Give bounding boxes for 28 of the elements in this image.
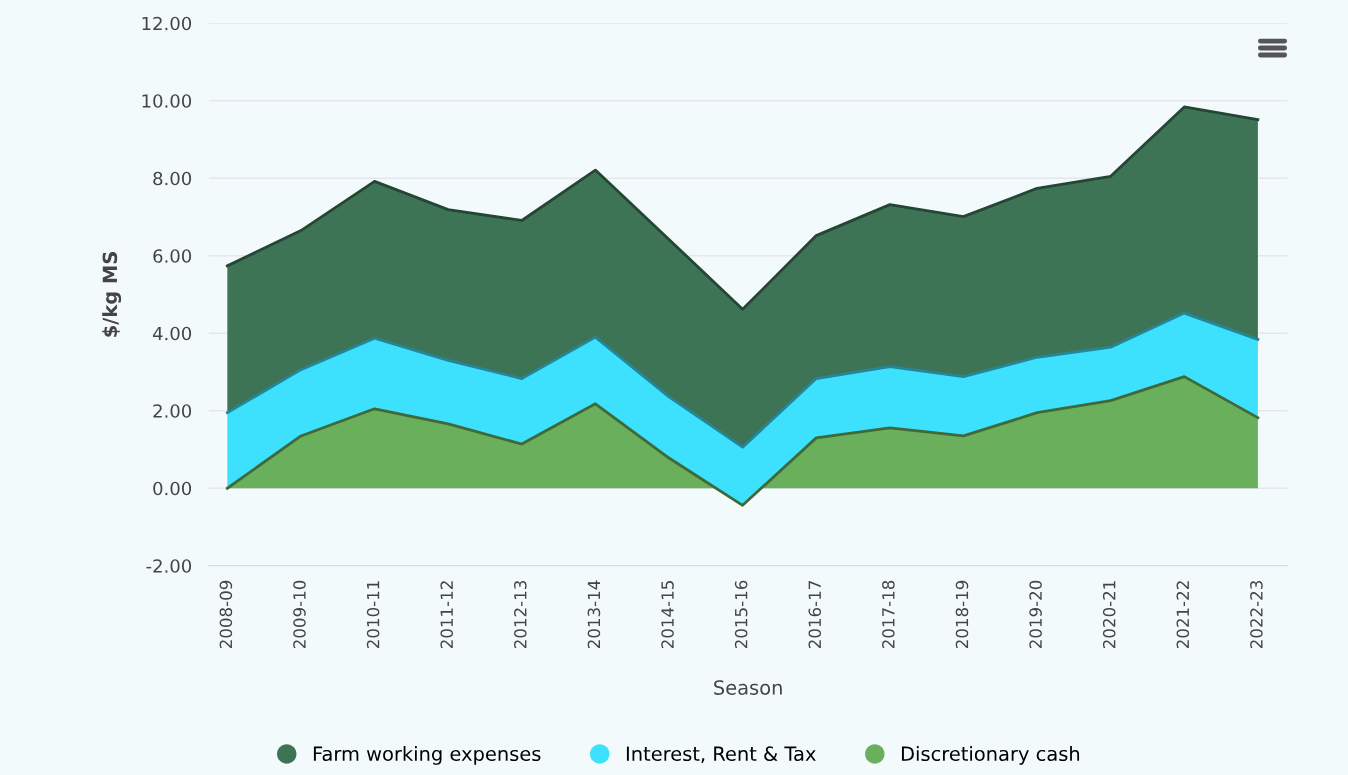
x-tick-label: 2021-22 xyxy=(1176,581,1190,649)
y-axis-title: $/kg MS xyxy=(102,252,122,337)
y-tick-label: 0.00 xyxy=(153,481,192,496)
x-tick-label: 2011-12 xyxy=(440,581,454,649)
y-tick-label: -2.00 xyxy=(146,559,192,573)
x-tick-label: 2020-21 xyxy=(1102,581,1116,649)
y-tick-label: 8.00 xyxy=(153,171,192,186)
x-axis-title: Season xyxy=(714,680,782,695)
x-tick-label: 2009-10 xyxy=(293,580,306,649)
x-tick-label: 2017-18 xyxy=(882,580,895,649)
x-tick-label: 2015-16 xyxy=(734,580,748,649)
x-tick-label: 2010-11 xyxy=(366,581,380,649)
x-tick-label: 2008-09 xyxy=(219,580,233,649)
x-tick-label: 2012-13 xyxy=(514,580,527,649)
x-tick-label: 2018-19 xyxy=(955,580,969,649)
legend-label: Discretionary cash xyxy=(901,746,1080,765)
y-tick-label: 12.00 xyxy=(142,16,192,31)
x-tick-label: 2014-15 xyxy=(661,581,674,649)
x-tick-label: 2013-14 xyxy=(587,580,601,649)
legend-label: Farm working expenses xyxy=(313,746,541,765)
y-tick-label: 2.00 xyxy=(153,404,192,418)
y-tick-label: 4.00 xyxy=(152,326,192,341)
x-tick-label: 2016-17 xyxy=(808,581,822,649)
x-tick-label: 2019-20 xyxy=(1029,580,1042,649)
x-tick-label: 2022-23 xyxy=(1250,580,1263,649)
y-tick-label: 10.00 xyxy=(142,94,192,108)
y-tick-label: 6.00 xyxy=(153,249,192,263)
legend-label: Interest, Rent & Tax xyxy=(626,746,816,764)
